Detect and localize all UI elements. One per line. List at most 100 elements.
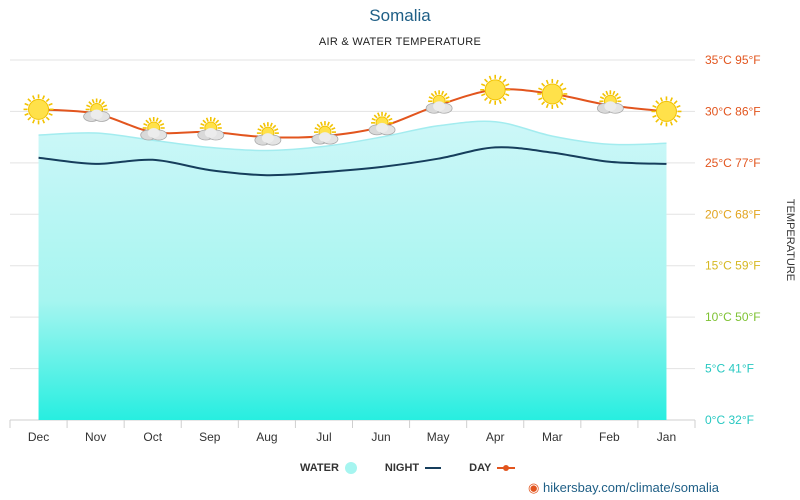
x-tick-label: Sep: [199, 430, 221, 444]
y-axis-label-wrap: TEMPERATURE: [784, 199, 795, 281]
sun-ray: [326, 121, 330, 126]
partly-cloudy-icon: [596, 90, 624, 114]
sun-disc: [541, 83, 563, 105]
sun-ray: [91, 99, 95, 104]
legend-day-swatch: [497, 465, 516, 471]
sun-ray: [388, 117, 393, 121]
day-line: [38, 88, 667, 139]
sun-ray: [42, 119, 46, 124]
sun-ray: [145, 119, 150, 124]
sun-ray: [27, 98, 32, 103]
sun-icon: [537, 78, 568, 109]
partly-cloudy-icon: [140, 117, 168, 141]
sun-ray: [316, 123, 321, 128]
sun-ray: [443, 92, 448, 97]
sun-ray: [262, 122, 266, 127]
sun-ray: [202, 119, 207, 124]
sun-ray: [652, 104, 657, 108]
sun-ray: [488, 99, 492, 104]
sun-ray: [445, 96, 450, 100]
source-link[interactable]: ◉ hikersbay.com/climate/somalia: [528, 480, 719, 496]
sun-icon: [480, 74, 511, 105]
sun-ray: [274, 128, 279, 132]
sun-ray: [505, 83, 510, 87]
sun-ray: [505, 93, 510, 97]
sun-ray: [605, 90, 609, 96]
sun-ray: [599, 96, 605, 100]
sun-ray: [86, 104, 91, 108]
sun-ray: [545, 103, 549, 109]
sun-icon: [651, 96, 682, 127]
sun-icon: [23, 94, 54, 125]
legend-water-swatch: [344, 462, 357, 474]
sun-ray: [45, 116, 50, 121]
x-tick-label: Jun: [371, 430, 390, 444]
sun-ray: [481, 93, 486, 97]
sun-ray: [484, 97, 488, 102]
cloud-part: [204, 128, 217, 138]
sun-ray: [652, 114, 657, 118]
sun-ray: [559, 101, 564, 106]
sun-ray: [673, 118, 678, 123]
sun-ray: [24, 102, 29, 106]
sun-ray: [545, 79, 549, 85]
sun-ray: [88, 101, 93, 106]
sun-ray: [602, 92, 606, 97]
partly-cloudy-icon: [197, 117, 225, 141]
sun-ray: [614, 92, 619, 97]
pin-icon: ◉: [528, 480, 540, 495]
sun-ray: [212, 117, 216, 122]
sun-ray: [331, 127, 336, 131]
sun-ray: [205, 117, 209, 122]
sun-ray: [215, 119, 220, 124]
cloud-part: [318, 132, 331, 143]
partly-cloudy-icon: [311, 121, 339, 145]
cloud-part: [90, 109, 103, 120]
sun-ray: [27, 116, 32, 121]
sun-ray: [320, 121, 324, 126]
water-area: [38, 120, 667, 420]
x-tick-label: Nov: [85, 430, 106, 444]
sun-ray: [386, 114, 391, 119]
sun-ray: [541, 101, 546, 106]
legend-night-swatch: [425, 467, 442, 469]
sun-ray: [669, 121, 673, 126]
partly-cloudy-icon: [254, 122, 282, 146]
sun-ray: [314, 127, 319, 131]
sun-ray: [272, 124, 277, 129]
sun-ray: [488, 75, 492, 80]
y-tick-label: 0°C 32°F: [705, 413, 754, 427]
sun-ray: [498, 99, 502, 104]
sun-ray: [45, 98, 50, 103]
sun-ray: [159, 123, 165, 127]
x-tick-label: Jan: [657, 430, 676, 444]
sun-disc: [484, 79, 506, 101]
night-line: [38, 146, 667, 177]
sun-ray: [377, 112, 381, 117]
sun-ray: [655, 118, 660, 123]
x-tick-label: Feb: [599, 430, 620, 444]
sun-ray: [616, 96, 621, 100]
sun-ray: [383, 112, 387, 117]
sun-ray: [541, 82, 546, 87]
sun-ray: [498, 75, 502, 80]
partly-cloudy-icon: [425, 90, 453, 114]
x-tick-label: Oct: [143, 430, 162, 444]
sun-ray: [158, 119, 163, 124]
sun-ray: [612, 90, 616, 96]
sun-ray: [502, 78, 507, 83]
sun-disc: [28, 98, 50, 120]
sun-ray: [676, 114, 681, 118]
y-tick-label: 5°C 41°F: [705, 362, 754, 376]
sun-ray: [200, 123, 205, 127]
x-tick-label: Aug: [256, 430, 277, 444]
cloud-part: [604, 101, 617, 112]
sun-ray: [48, 102, 53, 106]
x-tick-label: Jul: [316, 430, 331, 444]
sun-ray: [441, 90, 445, 96]
chart-subtitle: AIR & WATER TEMPERATURE: [318, 36, 482, 48]
weather-icons: [23, 74, 682, 146]
sun-ray: [216, 123, 222, 127]
sun-ray: [559, 82, 564, 87]
